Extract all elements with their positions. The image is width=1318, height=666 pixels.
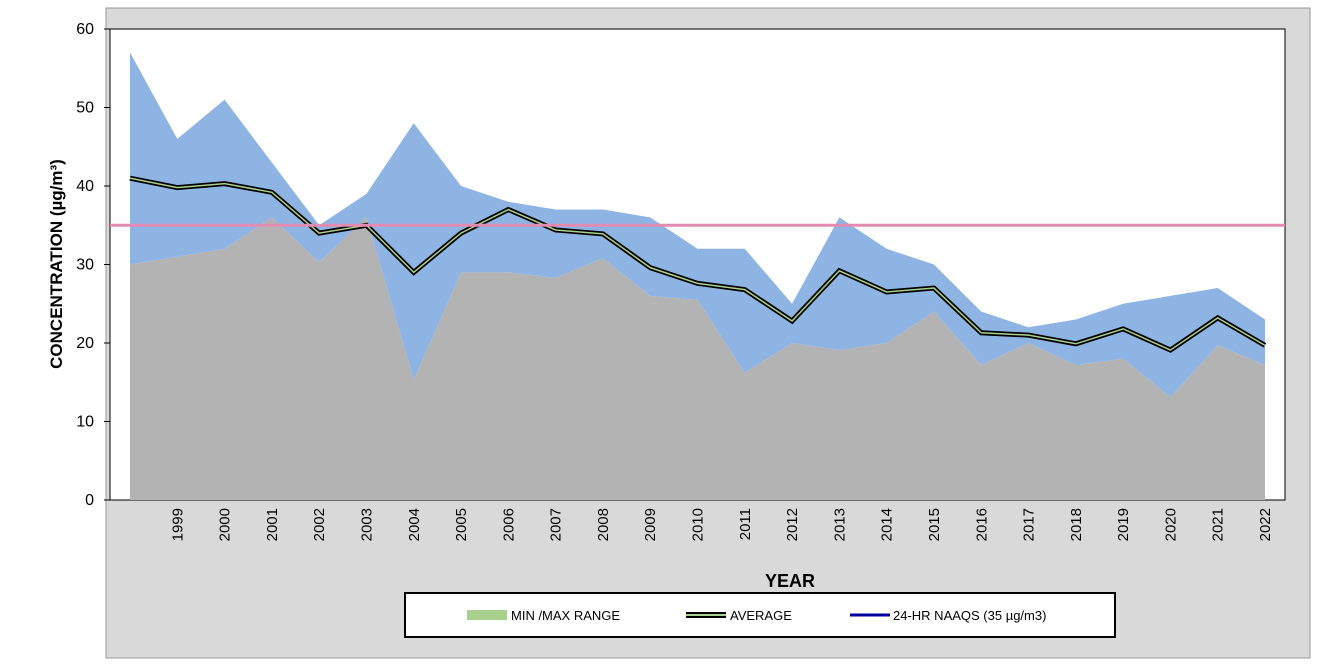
y-tick-label: 30 xyxy=(76,257,94,274)
y-tick-label: 20 xyxy=(76,335,94,352)
x-tick-label: 2003 xyxy=(358,508,375,541)
x-tick-label: 2006 xyxy=(500,508,517,541)
x-tick-label: 2010 xyxy=(690,508,707,541)
x-tick-label: 2014 xyxy=(879,508,896,541)
x-axis-title: YEAR xyxy=(765,571,815,591)
x-tick-label: 2013 xyxy=(831,508,848,541)
x-tick-label: 2015 xyxy=(926,508,943,541)
y-tick-label: 10 xyxy=(76,414,94,431)
x-tick-label: 2007 xyxy=(548,508,565,541)
x-tick-label: 2008 xyxy=(595,508,612,541)
y-axis-title: CONCENTRATION (µg/m³) xyxy=(47,159,66,369)
legend-label: AVERAGE xyxy=(730,608,792,623)
x-tick-label: 2017 xyxy=(1021,508,1038,541)
x-tick-label: 2021 xyxy=(1210,508,1227,541)
legend-label: 24-HR NAAQS (35 µg/m3) xyxy=(893,608,1046,623)
x-tick-label: 2012 xyxy=(784,508,801,541)
x-tick-label: 2016 xyxy=(973,508,990,541)
x-tick-label: 2004 xyxy=(406,508,423,541)
x-tick-label: 2022 xyxy=(1257,508,1274,541)
x-tick-label: 2009 xyxy=(642,508,659,541)
legend xyxy=(404,592,1116,638)
legend-swatch xyxy=(467,610,507,620)
range-band xyxy=(130,52,1265,398)
x-tick-label: 2000 xyxy=(217,508,234,541)
x-tick-label: 2018 xyxy=(1068,508,1085,541)
x-tick-label: 2005 xyxy=(453,508,470,541)
x-tick-label: 2019 xyxy=(1115,508,1132,541)
x-tick-label: 2020 xyxy=(1162,508,1179,541)
x-tick-label: 2001 xyxy=(264,508,281,541)
x-tick-label: 2011 xyxy=(737,508,754,540)
legend-label: MIN /MAX RANGE xyxy=(511,608,620,623)
x-tick-label: 2002 xyxy=(311,508,328,541)
y-tick-label: 40 xyxy=(76,178,94,195)
y-tick-label: 50 xyxy=(76,100,94,117)
y-tick-label: 0 xyxy=(85,492,94,509)
y-tick-label: 60 xyxy=(76,21,94,38)
average-line-inner xyxy=(129,177,1266,351)
x-tick-label: 1999 xyxy=(169,508,186,541)
min-fill xyxy=(130,217,1265,500)
